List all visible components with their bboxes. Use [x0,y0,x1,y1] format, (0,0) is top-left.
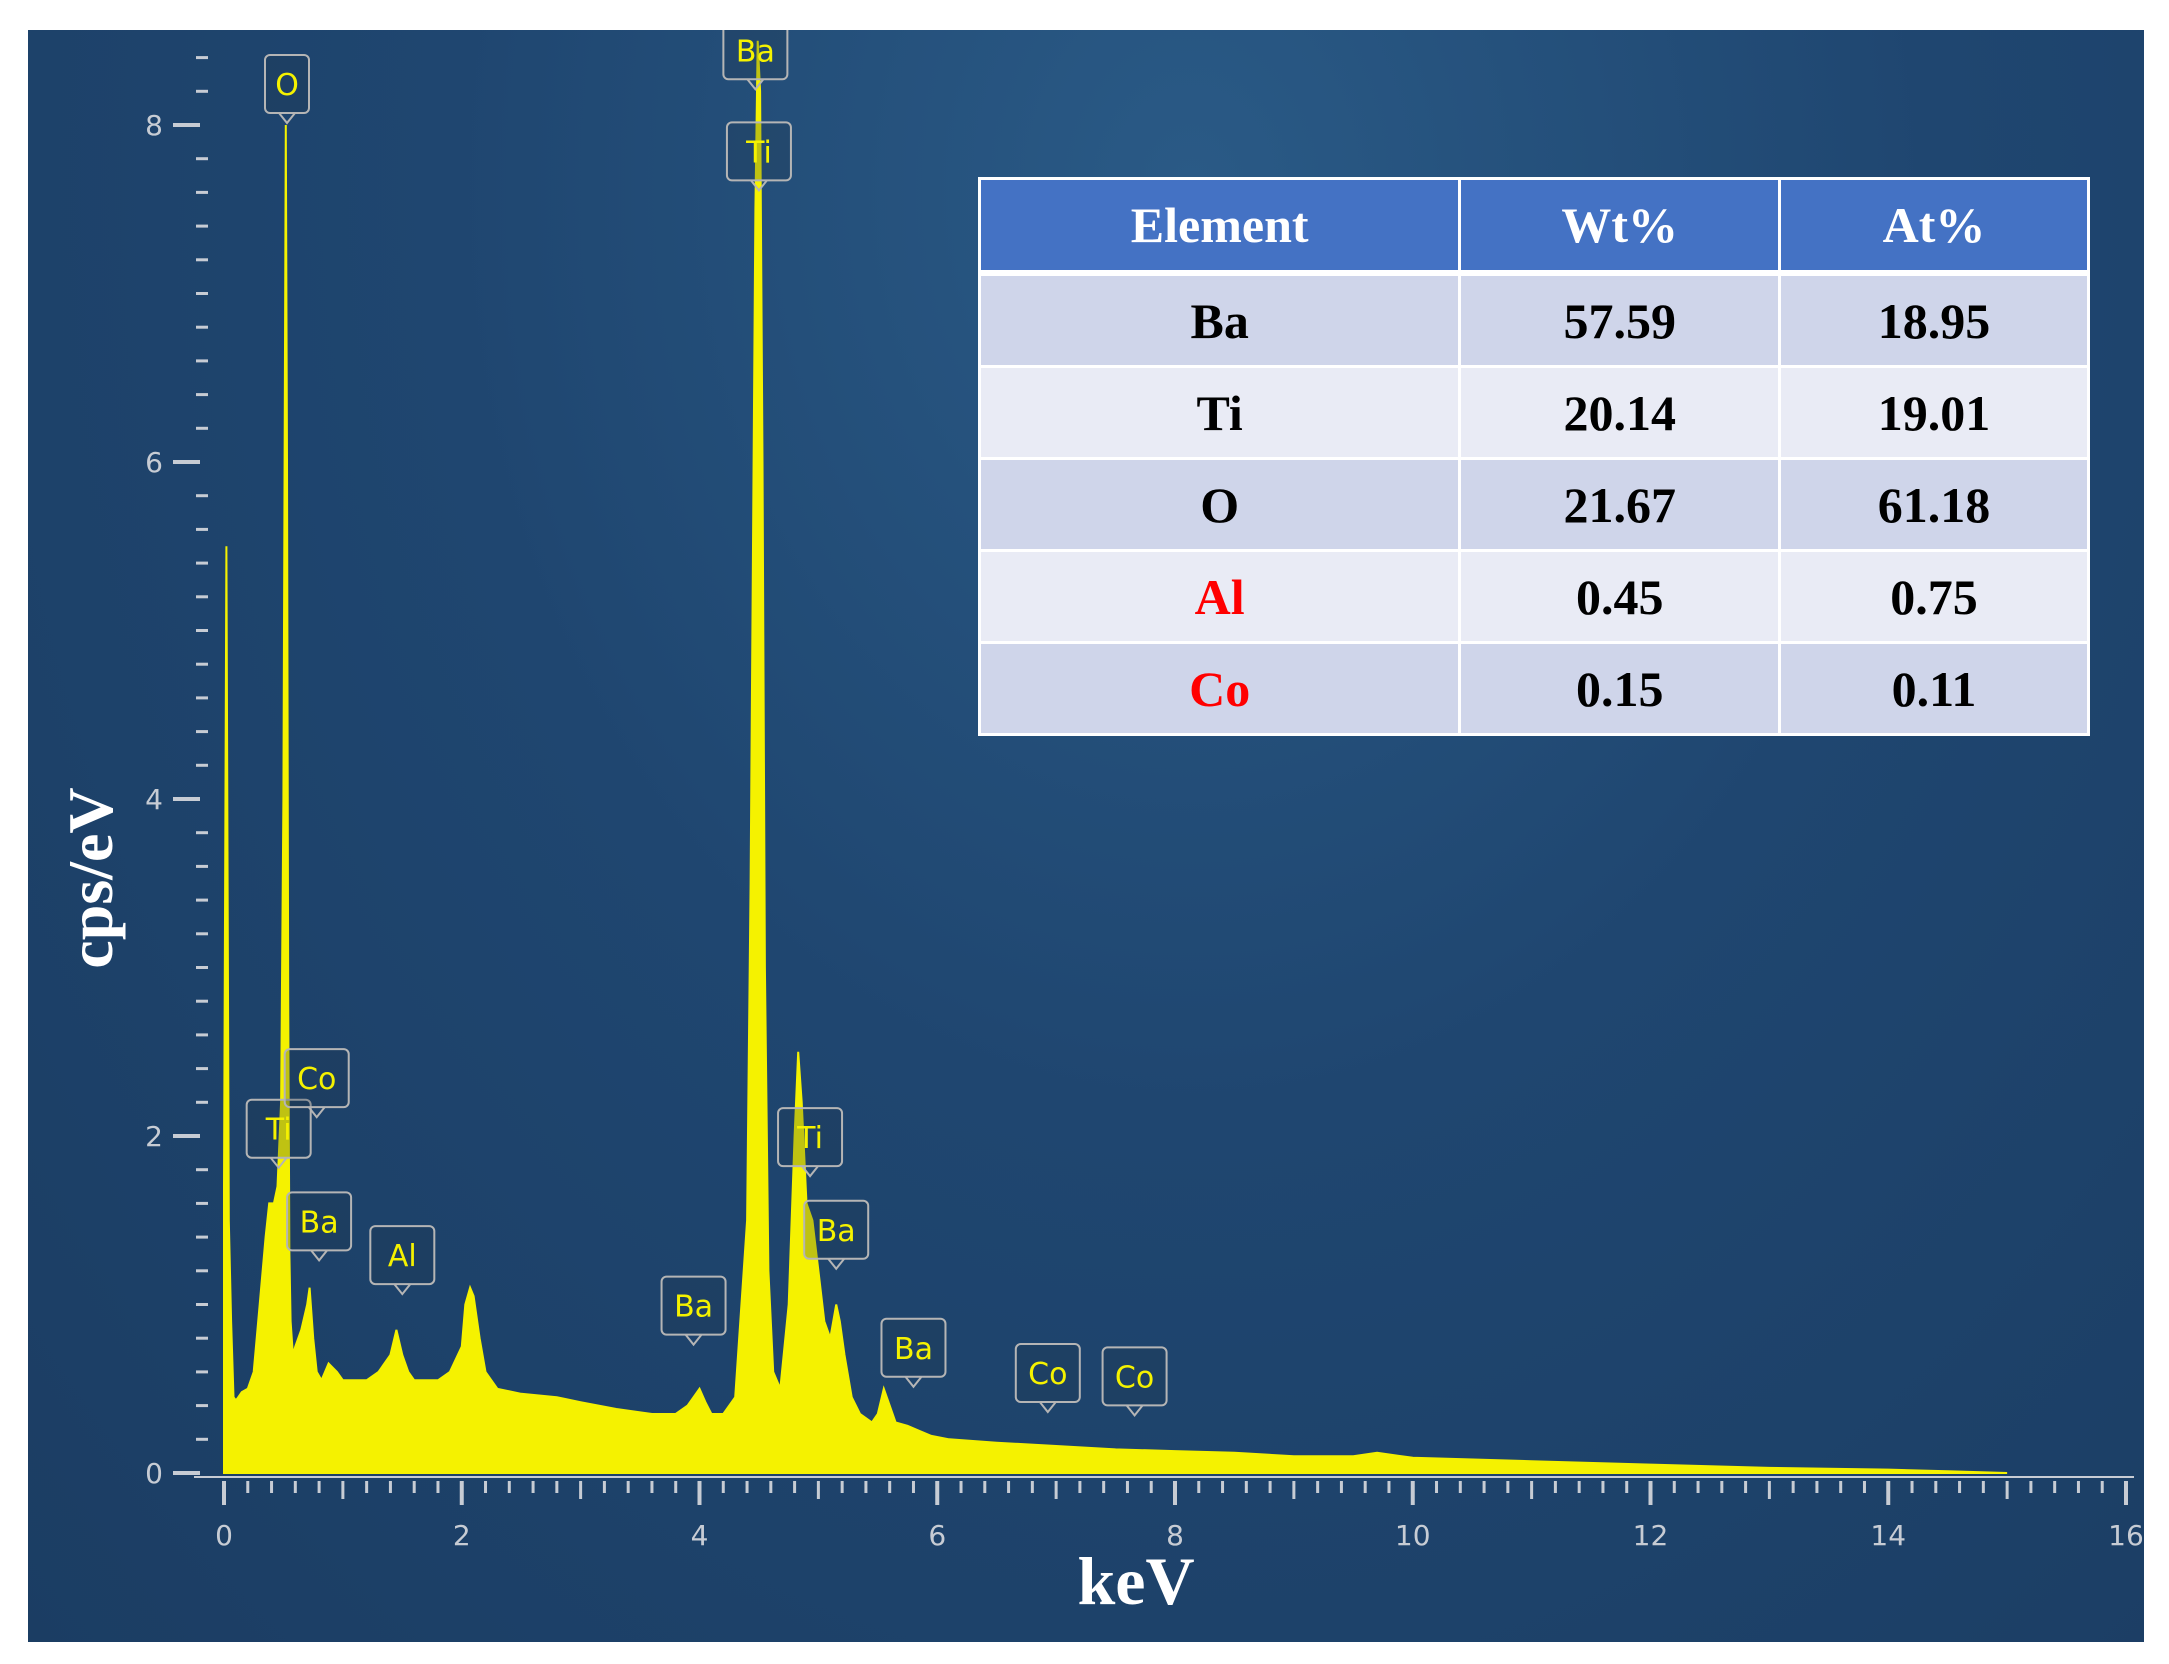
peak-label-box [1101,1346,1168,1407]
at-cell: 61.18 [1778,457,2090,552]
table-row: Ba 57.59 18.95 [977,271,2090,368]
peak-label-pointer [307,1106,326,1119]
table-row: Al 0.45 0.75 [977,549,2090,644]
peak-label: Ba [880,1317,947,1389]
peak-label-box [722,30,789,81]
peak-label-box [660,1275,727,1336]
peak-label-text: Ba [736,34,775,69]
peak-label-text: Ba [894,1332,933,1367]
peak-label-text: O [275,68,299,103]
peak-label-text: Ba [817,1214,856,1249]
x-tick-label: 4 [691,1519,709,1552]
peak-label-box [1014,1343,1081,1404]
peak-label: Ti [245,1098,312,1170]
peak-label: O [264,54,311,125]
peak-label-pointer [750,179,768,193]
at-cell: 0.75 [1778,549,2090,644]
wt-cell: 0.15 [1458,641,1782,736]
peak-label-pointer [801,1165,819,1178]
peak-label-text: Ti [796,1121,823,1156]
peak-label-text: Co [1115,1360,1154,1395]
peak-label-box [369,1225,436,1286]
x-tick-label: 2 [453,1519,471,1552]
peak-label: Ba [286,1191,353,1262]
peak-label-text: Co [297,1062,336,1097]
header-at: At% [1778,177,2090,276]
peak-label-text: Co [1028,1357,1067,1392]
table-row: Ti 20.14 19.01 [977,365,2090,460]
element-cell: O [977,457,1462,552]
peak-label: Ba [803,1199,870,1271]
peak-label-pointer [1125,1404,1144,1418]
peak-label-text: Ba [674,1290,713,1325]
table-row: Co 0.15 0.11 [977,641,2090,736]
chart-panel: 0 2 4 6 8 10 12 14 16 0 2 4 6 8 keV cps/eV O Ti Co Ba Al Ba Ba… [28,30,2144,1642]
peak-label: Co [1101,1346,1168,1418]
table-row: O 21.67 61.18 [977,457,2090,552]
y-tick-label: 0 [145,1457,163,1490]
element-cell: Ba [977,271,1462,368]
y-tick-label: 6 [145,446,163,479]
table-header-row: Element Wt% At% [977,177,2090,276]
peak-label: Ba [660,1275,727,1347]
peak-label: Ti [777,1107,844,1178]
spectrum-area [223,40,2008,1474]
wt-cell: 20.14 [1458,365,1782,460]
peak-label-pointer [269,1157,288,1170]
element-cell: Co [977,641,1462,736]
composition-table: Element Wt% At% Ba 57.59 18.95 Ti 20.14 … [977,177,2090,736]
x-tick-label: 0 [215,1519,233,1552]
peak-label-pointer [310,1249,328,1262]
wt-cell: 57.59 [1458,271,1782,368]
x-tick-label: 12 [1633,1519,1669,1552]
y-tick-label: 2 [145,1120,163,1153]
peak-label-box [245,1098,312,1159]
y-axis-title: cps/eV [55,787,126,968]
x-tick-label: 10 [1395,1519,1431,1552]
y-tick-label: 4 [145,783,163,816]
peak-label-box [725,121,792,182]
x-tick-label: 6 [928,1519,946,1552]
peak-label-box [286,1191,353,1252]
at-cell: 19.01 [1778,365,2090,460]
peak-label-pointer [746,78,765,91]
x-axis-title: keV [1077,1543,1194,1619]
header-element: Element [977,177,1462,276]
peak-label-pointer [278,112,296,125]
x-tick-label: 8 [1166,1519,1184,1552]
peak-label-pointer [393,1283,412,1296]
peak-label-pointer [684,1334,703,1347]
element-cell: Ti [977,365,1462,460]
peak-label-pointer [827,1258,845,1271]
spectrum-chart: 0 2 4 6 8 10 12 14 1602468keVcps/eVOTiCoBaAlBaBa… [55,30,2144,1619]
at-cell: 18.95 [1778,271,2090,368]
wt-cell: 21.67 [1458,457,1782,552]
peak-label-box [777,1107,844,1168]
element-cell: Al [977,549,1462,644]
y-tick-label: 8 [145,109,163,142]
peak-label-text: Ba [300,1205,339,1240]
peak-label: Co [1014,1343,1081,1414]
header-wt: Wt% [1458,177,1782,276]
peak-label-pointer [904,1376,923,1389]
peak-label-box [880,1317,947,1378]
peak-label-box [803,1199,870,1260]
x-tick-label: 14 [1870,1519,1906,1552]
peak-label: Co [283,1048,350,1119]
peak-label: Ba [722,30,789,91]
peak-label-text: Al [388,1239,417,1274]
peak-label-pointer [1039,1401,1057,1414]
peak-label-box [283,1048,350,1109]
peak-label: Al [369,1225,436,1296]
at-cell: 0.11 [1778,641,2090,736]
peak-label-box [264,54,311,114]
peak-label-text: Ti [265,1113,292,1148]
x-tick-label: 16 [2108,1519,2144,1552]
wt-cell: 0.45 [1458,549,1782,644]
peak-label: Ti [725,121,792,193]
peak-label-text: Ti [745,135,772,170]
